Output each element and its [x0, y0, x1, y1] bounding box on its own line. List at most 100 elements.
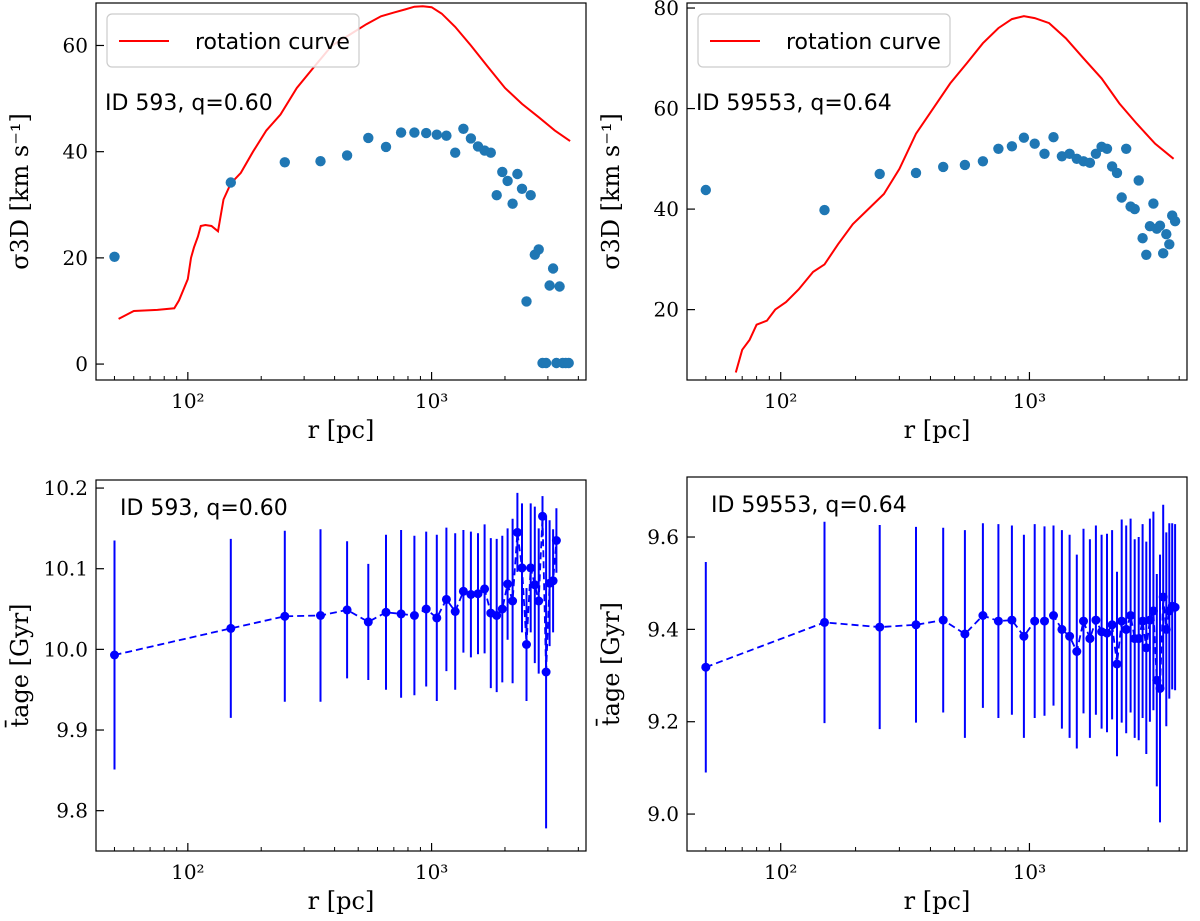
panel-bottom-left-y-tick-label: 10.2 — [43, 476, 88, 500]
panel-bottom-left-y-axis-label: t̄age [Gyr] — [5, 603, 34, 727]
panel-bottom-left-y-tick-label: 10.1 — [43, 557, 88, 581]
panel-top-left-scatter-point — [563, 357, 574, 369]
panel-top-left-y-tick-label: 60 — [63, 33, 88, 57]
panel-top-left-scatter-point — [533, 244, 544, 255]
panel-bottom-right-marker — [1138, 616, 1148, 626]
panel-top-left-scatter-point — [512, 168, 523, 180]
panel-top-left: 10² 10³ 0 20 40 60 r [pc] σ3D [km s⁻¹] rotation … — [6, 2, 587, 444]
panel-bottom-right-marker — [1107, 620, 1117, 630]
panel-top-left-rotation-curve-line — [118, 5, 571, 320]
panel-bottom-left-marker — [534, 596, 544, 606]
panel-bottom-left-marker — [316, 611, 325, 620]
panel-top-right-scatter-point — [1141, 249, 1152, 260]
panel-top-left-axes-frame — [95, 2, 587, 381]
panel-top-right-scatter-point — [1101, 143, 1113, 154]
panel-top-right-scatter-point — [1164, 239, 1175, 250]
panel-bottom-right-y-tick-label: 9.2 — [647, 710, 679, 734]
panel-top-right-scatter-point — [1137, 233, 1148, 244]
panel-bottom-left-marker — [432, 613, 442, 623]
panel-top-right-axes-frame — [686, 2, 1188, 381]
panel-bottom-left: 10² 10³ 9.8 9.9 10.0 10.1 10.2 r [pc] t̄age [Gyr… — [5, 476, 587, 915]
panel-bottom-right-marker — [1049, 611, 1058, 620]
panel-bottom-right-marker — [1072, 647, 1082, 656]
panel-top-left-scatter-point — [521, 296, 532, 307]
panel-top-left-scatter-point — [516, 183, 528, 194]
panel-top-right-scatter-point — [1129, 203, 1140, 215]
panel-top-left-scatter-point — [421, 127, 432, 139]
panel-bottom-left-marker — [512, 527, 522, 537]
panel-top-right-y-axis-label: σ3D [km s⁻¹] — [597, 113, 625, 270]
panel-bottom-left-marker — [363, 617, 373, 627]
panel-bottom-left-y-tick-label: 10.0 — [43, 637, 88, 661]
panel-bottom-left-marker — [526, 563, 536, 573]
panel-bottom-left-marker — [110, 650, 119, 660]
panel-bottom-left-marker — [497, 604, 507, 614]
panel-bottom-left-marker — [473, 589, 483, 599]
panel-bottom-right-dashed-line — [705, 596, 1176, 689]
panel-bottom-left-error-bars — [113, 492, 558, 829]
panel-top-left-scatter-point — [109, 251, 120, 262]
panel-top-left-scatter-point — [341, 150, 353, 161]
panel-bottom-left-y-tick-label: 9.8 — [56, 799, 88, 823]
panel-bottom-left-marker — [508, 596, 518, 606]
panel-top-left-scatter-point — [395, 127, 407, 138]
panel-top-left-y-axis-label: σ3D [km s⁻¹] — [6, 113, 34, 270]
panel-top-left-x-axis-label: r [pc] — [308, 416, 375, 444]
panel-bottom-left-marker — [466, 590, 476, 599]
panel-bottom-left-marker — [522, 640, 531, 649]
panel-top-right-scatter-point — [1158, 248, 1169, 259]
panel-bottom-right-annotation: ID 59553, q=0.64 — [711, 493, 907, 518]
panel-top-right-scatter-point — [1084, 157, 1096, 168]
panel-bottom-right-marker — [701, 662, 711, 672]
panel-top-right-rotation-curve-line — [734, 15, 1175, 373]
panel-top-left-scatter-point — [544, 280, 555, 291]
panel-bottom-left-marker — [342, 605, 352, 615]
panel-top-left-x-tick-label: 10³ — [415, 389, 448, 413]
panel-top-left-scatter-point — [380, 141, 392, 153]
panel-bottom-right-marker — [1152, 675, 1162, 685]
panel-top-right-scatter-point — [1029, 138, 1040, 149]
panel-bottom-right-marker — [1040, 616, 1049, 626]
panel-bottom-right-marker — [1141, 643, 1151, 653]
panel-bottom-right-y-tick-label: 9.4 — [647, 617, 679, 641]
panel-bottom-left-marker — [541, 667, 551, 677]
panel-bottom-right-marker — [1102, 628, 1112, 638]
panel-bottom-left-marker — [441, 594, 451, 604]
panel-bottom-left-marker — [538, 511, 547, 521]
panel-bottom-right-marker — [1030, 616, 1040, 626]
panel-top-left-scatter-point — [547, 263, 559, 274]
panel-top-right-scatter-point — [1006, 141, 1018, 152]
panel-top-right-scatter-point — [910, 167, 922, 179]
panel-top-right-y-tick-label: 60 — [654, 97, 679, 121]
panel-bottom-left-marker — [450, 607, 460, 616]
panel-top-right-scatter-point — [1018, 132, 1030, 143]
panel-bottom-left-axes-frame — [95, 479, 587, 852]
panel-top-left-scatter-point — [507, 198, 518, 209]
panel-bottom-right-marker — [1148, 606, 1158, 616]
panel-bottom-left-x-axis-label: r [pc] — [308, 887, 375, 915]
panel-bottom-right-marker — [1117, 616, 1127, 626]
panel-bottom-right-marker — [875, 622, 885, 632]
panel-bottom-left-marker — [551, 536, 561, 545]
panel-bottom-right-marker — [1057, 624, 1067, 634]
panel-bottom-left-marker — [280, 611, 290, 621]
panel-top-left-scatter-point — [363, 132, 374, 144]
panel-bottom-right-marker — [978, 611, 988, 620]
panel-top-right-scatter-point — [819, 204, 830, 216]
panel-top-right-x-tick-label: 10² — [764, 389, 797, 413]
panel-bottom-left-marker — [458, 586, 468, 596]
panel-bottom-right-marker — [1019, 631, 1029, 641]
panel-top-right-y-tick-label: 20 — [654, 298, 679, 322]
panel-bottom-left-marker — [548, 576, 558, 586]
panel-bottom-right-marker — [1085, 634, 1095, 644]
panel-bottom-right-marker — [1155, 684, 1165, 693]
panel-bottom-right-marker — [960, 629, 970, 639]
panel-top-right-scatter-point — [1148, 198, 1159, 209]
panel-bottom-right-marker — [1170, 602, 1180, 612]
panel-bottom-left-marker — [421, 604, 431, 614]
panel-top-left-x-tick-label: 10² — [171, 389, 204, 413]
panel-bottom-left-marker — [396, 609, 406, 619]
panel-top-left-scatter-point — [279, 157, 290, 168]
panel-top-left-scatter-point — [409, 127, 420, 138]
